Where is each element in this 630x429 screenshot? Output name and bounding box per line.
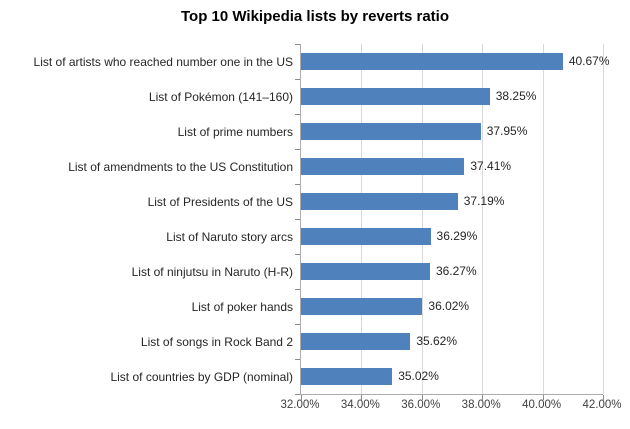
category-label: List of countries by GDP (nominal): [110, 369, 293, 384]
value-label: 36.02%: [428, 299, 470, 313]
x-axis-tick: [421, 395, 423, 400]
chart-title: Top 10 Wikipedia lists by reverts ratio: [180, 8, 449, 25]
bar-row: 37.41%: [301, 149, 603, 184]
y-axis-tick: [295, 359, 300, 360]
bar-row: 37.19%: [301, 184, 603, 219]
value-label: 37.41%: [470, 159, 512, 173]
x-tick-label: 40.00%: [522, 399, 562, 411]
gridline: [603, 44, 604, 394]
bar-row: 37.95%: [301, 114, 603, 149]
category-label: List of Presidents of the US: [147, 194, 293, 209]
bar: [301, 228, 431, 245]
y-axis-tick: [295, 149, 300, 150]
category-label: List of prime numbers: [177, 124, 293, 139]
category-label: List of Pokémon (141–160): [148, 89, 293, 104]
y-axis-tick: [295, 219, 300, 220]
x-axis-tick: [603, 395, 604, 400]
gridline: [361, 44, 363, 394]
y-axis-tick: [295, 254, 300, 255]
value-label: 40.67%: [568, 54, 610, 68]
x-tick-label: 38.00%: [461, 399, 501, 411]
y-axis-tick: [295, 394, 300, 395]
gridline: [482, 44, 484, 394]
bar-row: 36.29%: [301, 219, 603, 254]
bar-row: 40.67%: [301, 44, 610, 79]
bar: [301, 193, 458, 210]
x-tick-label: 32.00%: [280, 399, 320, 411]
bar: [301, 88, 490, 105]
x-tick-label: 42.00%: [582, 399, 622, 411]
y-axis-tick: [295, 289, 300, 290]
y-axis-tick: [295, 79, 300, 80]
x-tick-label: 34.00%: [340, 399, 380, 411]
value-label: 38.25%: [495, 89, 537, 103]
category-label: List of Naruto story arcs: [166, 229, 293, 244]
bar-row: 36.27%: [301, 254, 603, 289]
gridline: [421, 44, 423, 394]
bar: [301, 333, 411, 350]
category-label: List of songs in Rock Band 2: [140, 334, 293, 349]
x-axis-tick: [361, 395, 363, 400]
bar-row: 35.62%: [301, 324, 603, 359]
y-axis-tick: [295, 184, 300, 185]
bar-row: 35.02%: [301, 359, 603, 394]
category-label: List of amendments to the US Constitutio…: [68, 159, 293, 174]
category-label: List of poker hands: [191, 299, 293, 314]
x-tick-label: 36.00%: [401, 399, 441, 411]
bar: [301, 263, 430, 280]
bar: [301, 123, 481, 140]
category-label: List of artists who reached number one i…: [33, 54, 293, 69]
bar-row: 38.25%: [301, 79, 603, 114]
value-label: 35.02%: [398, 369, 439, 383]
y-axis-tick: [295, 324, 300, 325]
category-label: List of ninjutsu in Naruto (H-R): [131, 264, 293, 279]
y-axis-tick: [295, 114, 300, 115]
value-label: 35.62%: [416, 334, 458, 348]
value-label: 37.19%: [463, 194, 505, 208]
plot-area: 40.67% 38.25% 37.95% 37.41% 37.19% 36.29% 36.2…: [295, 44, 610, 400]
x-axis-tick: [542, 395, 544, 400]
gridline: [542, 44, 544, 394]
y-axis-tick: [295, 44, 300, 45]
bar: [301, 368, 393, 385]
bar: [301, 158, 465, 175]
x-axis-tick: [301, 395, 302, 400]
bar: [301, 298, 423, 315]
x-axis-tick: [482, 395, 484, 400]
value-label: 36.27%: [435, 264, 477, 278]
bar: [301, 53, 563, 70]
category-axis-labels: List of artists who reached number one i…: [0, 44, 293, 394]
value-axis-labels: 32.00% 34.00% 36.00% 38.00% 40.00% 42.00%: [280, 399, 621, 415]
bar-row: 36.02%: [301, 289, 603, 324]
value-label: 37.95%: [486, 124, 528, 138]
value-label: 36.29%: [436, 229, 478, 243]
